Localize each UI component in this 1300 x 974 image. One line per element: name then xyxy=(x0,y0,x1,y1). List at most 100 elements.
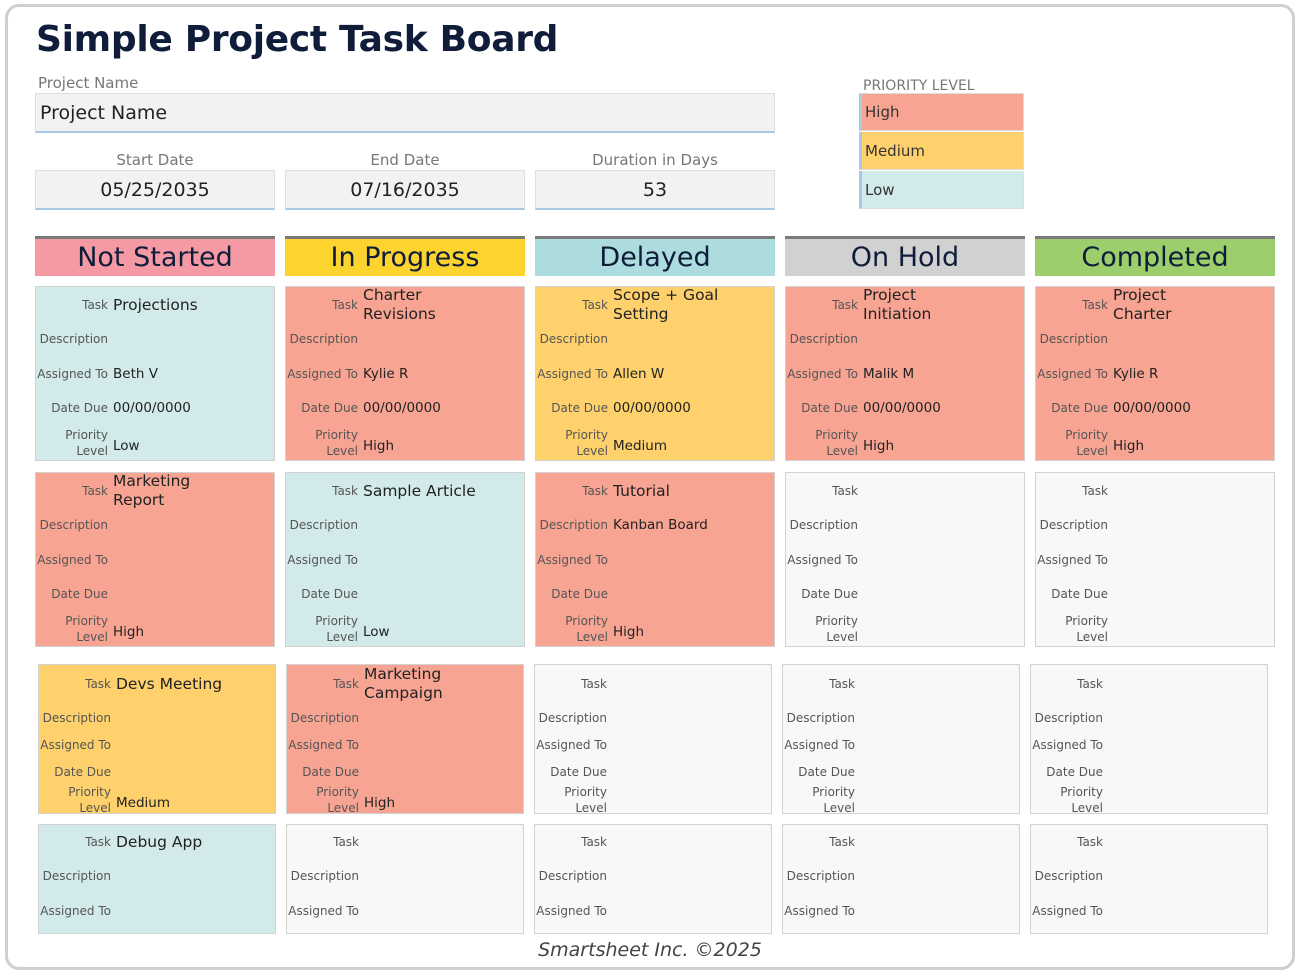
card-label-task: Task xyxy=(1082,297,1108,312)
card-label-due: Date Due xyxy=(51,586,108,601)
card-value-task[interactable]: Tutorial xyxy=(613,481,670,500)
priority-word: Priority xyxy=(1065,613,1108,628)
card-value-assigned[interactable]: Allen W xyxy=(613,365,665,382)
page-title: Simple Project Task Board xyxy=(36,19,559,60)
card-label-due: Date Due xyxy=(1046,764,1103,779)
card-field-due: Date Due xyxy=(1036,582,1274,606)
card-label-description: Description xyxy=(786,868,855,883)
card-label-task: Task xyxy=(333,676,359,691)
card-field-task: Task Project Initiation xyxy=(786,287,1024,323)
card-value-task[interactable]: Marketing Campaign xyxy=(364,665,443,702)
card-field-assigned: Assigned To xyxy=(1031,733,1267,757)
end-date-field[interactable]: 07/16/2035 xyxy=(285,170,525,210)
card-value-task[interactable]: Debug App xyxy=(116,832,203,851)
priority-word: Priority xyxy=(68,784,111,799)
card-value-priority[interactable]: High xyxy=(613,623,645,640)
card-value-assigned[interactable]: Kylie R xyxy=(363,365,409,382)
card-value-due[interactable]: 00/00/0000 xyxy=(863,399,941,416)
end-date-label: End Date xyxy=(370,151,440,169)
card-value-due[interactable]: 00/00/0000 xyxy=(113,399,191,416)
priority-legend-medium: Medium xyxy=(859,132,1024,170)
card-value-priority[interactable] xyxy=(607,797,612,803)
card-value-priority[interactable]: High xyxy=(363,437,395,454)
project-name-field[interactable]: Project Name xyxy=(35,93,775,133)
card-value-task[interactable]: Marketing Report xyxy=(113,472,191,509)
card-field-priority: Priority Level High xyxy=(36,611,274,646)
card-value-assigned[interactable]: Beth V xyxy=(113,365,158,382)
card-value-task[interactable]: Project Initiation xyxy=(863,286,932,323)
card-value-task[interactable]: Charter Revisions xyxy=(363,286,436,323)
card-value-priority[interactable] xyxy=(1103,797,1108,803)
card-value-priority[interactable]: Low xyxy=(113,437,140,454)
card-label-description: Description xyxy=(1039,331,1108,346)
card-value-assigned[interactable]: Kylie R xyxy=(1113,365,1159,382)
card-label-assigned: Assigned To xyxy=(536,737,607,752)
card-value-priority[interactable]: High xyxy=(364,794,396,811)
task-card[interactable]: Task Devs Meeting Description Assigned To Da… xyxy=(38,664,276,814)
card-field-due: Date Due xyxy=(36,582,274,606)
card-label-task: Task xyxy=(333,834,359,849)
card-value-priority[interactable] xyxy=(1108,626,1113,632)
card-field-assigned: Assigned To xyxy=(39,899,275,923)
start-date-field[interactable]: 05/25/2035 xyxy=(35,170,275,210)
card-label-assigned: Assigned To xyxy=(784,903,855,918)
task-card[interactable]: Task Charter Revisions Description Assigned… xyxy=(285,286,525,461)
card-value-priority[interactable]: High xyxy=(113,623,145,640)
card-value-task[interactable]: Scope + Goal Setting xyxy=(613,286,719,323)
card-value-due[interactable]: 00/00/0000 xyxy=(613,399,691,416)
task-card[interactable]: Task Scope + Goal Setting Description Assig… xyxy=(535,286,775,461)
card-label-task: Task xyxy=(85,676,111,691)
card-field-task: Task xyxy=(783,672,1019,696)
card-field-priority: Priority Level xyxy=(783,782,1019,813)
card-value-priority[interactable] xyxy=(858,626,863,632)
card-label-assigned: Assigned To xyxy=(287,366,358,381)
card-field-priority: Priority Level xyxy=(535,782,771,814)
task-card[interactable]: Task Marketing Campaign Description Assigne… xyxy=(286,664,524,814)
card-label-assigned: Assigned To xyxy=(787,366,858,381)
task-card[interactable]: Task Tutorial Description Kanban Board Assig… xyxy=(535,472,775,647)
task-card[interactable]: Task Project Initiation Description Assigne… xyxy=(785,286,1025,461)
card-value-priority[interactable]: High xyxy=(863,437,895,454)
card-value-task[interactable]: Sample Article xyxy=(363,481,476,500)
priority-word: Priority xyxy=(564,784,607,799)
card-field-priority: Priority Level Low xyxy=(36,425,274,460)
footer-copyright: Smartsheet Inc. ©2025 xyxy=(538,939,762,961)
card-value-task[interactable]: Project Charter xyxy=(1113,286,1172,323)
card-label-assigned: Assigned To xyxy=(537,366,608,381)
card-value-description[interactable]: Kanban Board xyxy=(613,516,708,533)
level-word: Level xyxy=(575,801,607,814)
card-label-description: Description xyxy=(290,868,359,883)
card-value-priority[interactable]: High xyxy=(1113,437,1145,454)
card-value-priority[interactable]: Medium xyxy=(116,794,170,811)
card-field-assigned: Assigned To xyxy=(786,548,1024,572)
task-card[interactable]: Task Sample Article Description Assigned To… xyxy=(285,472,525,647)
card-value-due[interactable]: 00/00/0000 xyxy=(1113,399,1191,416)
card-value-priority[interactable] xyxy=(855,797,860,803)
task-card[interactable]: Task Projections Description Assigned To Bet… xyxy=(35,286,275,461)
card-value-priority[interactable]: Medium xyxy=(613,437,667,454)
task-card[interactable]: Task Marketing Report Description Assigned … xyxy=(35,472,275,647)
card-label-priority: Priority Level xyxy=(287,784,359,813)
card-value-priority[interactable]: Low xyxy=(363,623,390,640)
card-label-description: Description xyxy=(1034,710,1103,725)
card-value-task[interactable]: Devs Meeting xyxy=(116,674,223,693)
card-value-task[interactable]: Projections xyxy=(113,295,198,314)
card-value-due[interactable]: 00/00/0000 xyxy=(363,399,441,416)
card-value-assigned[interactable]: Malik M xyxy=(863,365,915,382)
task-card[interactable]: Task Project Charter Description Assigned T… xyxy=(1035,286,1275,461)
card-label-task: Task xyxy=(332,483,358,498)
level-word: Level xyxy=(1076,630,1108,644)
card-label-due: Date Due xyxy=(54,764,111,779)
level-word: Level xyxy=(576,444,608,458)
project-name-label: Project Name xyxy=(38,74,139,92)
